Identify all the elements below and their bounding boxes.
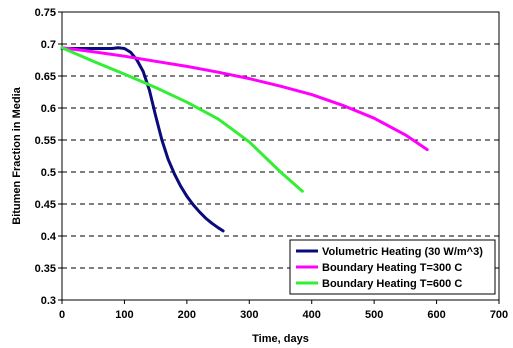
y-axis-title: Bitumen Fraction in Media [11, 86, 23, 224]
legend-label-boundary-600: Boundary Heating T=600 C [322, 278, 462, 290]
series-lines [60, 46, 429, 233]
legend-label-volumetric: Volumetric Heating (30 W/m^3) [322, 246, 483, 258]
y-tick-label: 0.3 [41, 295, 56, 307]
y-tick-label: 0.5 [41, 167, 56, 179]
x-tick-label: 500 [365, 309, 383, 321]
x-tick-label: 400 [303, 309, 321, 321]
y-axis-ticks: 0.3 0.35 0.4 0.45 0.5 0.55 0.6 0.65 0.7 0.75 [35, 7, 62, 307]
legend: Volumetric Heating (30 W/m^3) Boundary H… [289, 239, 496, 295]
y-tick-label: 0.4 [41, 231, 57, 243]
x-tick-label: 100 [115, 309, 133, 321]
x-tick-label: 300 [240, 309, 258, 321]
series-line-2 [60, 46, 304, 193]
x-tick-label: 700 [490, 309, 508, 321]
y-tick-label: 0.7 [41, 39, 56, 51]
y-tick-label: 0.45 [35, 199, 56, 211]
y-tick-label: 0.55 [35, 135, 56, 147]
series-line-1 [60, 46, 429, 152]
y-tick-label: 0.65 [35, 71, 56, 83]
legend-box [289, 239, 496, 295]
x-tick-label: 600 [427, 309, 445, 321]
x-axis-ticks: 0 100 200 300 400 500 600 700 [59, 300, 508, 321]
y-tick-label: 0.75 [35, 7, 56, 19]
legend-label-boundary-300: Boundary Heating T=300 C [322, 262, 462, 274]
y-tick-label: 0.35 [35, 263, 56, 275]
x-axis-title: Time, days [252, 333, 309, 345]
y-tick-label: 0.6 [41, 103, 56, 115]
x-tick-label: 200 [178, 309, 196, 321]
x-tick-label: 0 [59, 309, 65, 321]
series-line-0 [60, 46, 225, 233]
